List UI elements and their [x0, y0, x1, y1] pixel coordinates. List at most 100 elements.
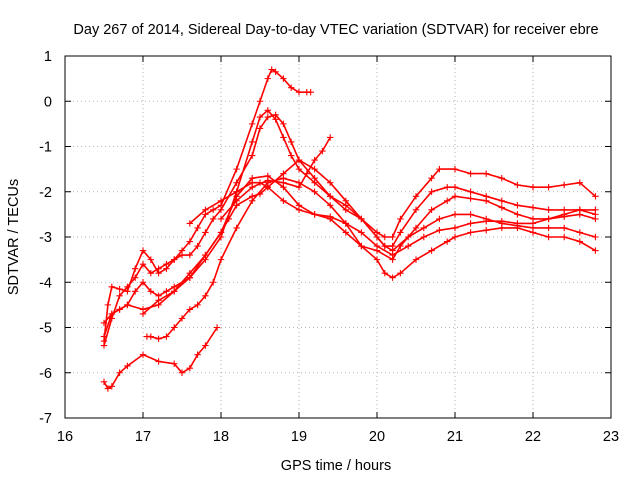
data-point: [327, 179, 334, 186]
data-point: [288, 84, 295, 91]
data-point: [194, 351, 201, 358]
data-point: [436, 227, 443, 234]
data-point: [545, 184, 552, 191]
data-point: [217, 215, 225, 223]
data-point: [576, 206, 583, 214]
x-tick-label: 22: [525, 429, 541, 445]
data-point: [233, 165, 240, 173]
data-point: [139, 247, 147, 254]
data-point: [467, 220, 474, 227]
data-point: [545, 233, 552, 241]
data-point: [451, 233, 459, 241]
data-point: [163, 260, 170, 268]
data-point: [592, 247, 599, 254]
data-point: [319, 147, 326, 155]
data-point: [311, 188, 318, 195]
x-axis-label: GPS time / hours: [281, 458, 391, 474]
data-point: [381, 242, 388, 250]
data-point: [186, 274, 193, 281]
data-point: [483, 217, 490, 225]
data-point: [256, 125, 264, 132]
data-point: [124, 301, 131, 309]
data-point: [213, 324, 221, 331]
data-point: [545, 206, 552, 214]
y-tick-label: -5: [39, 321, 52, 337]
data-point: [444, 197, 451, 204]
data-point: [104, 385, 112, 392]
data-point: [561, 211, 568, 218]
data-point: [171, 360, 178, 367]
chart-title: Day 267 of 2014, Sidereal Day-to-day VTE…: [73, 22, 598, 38]
data-point: [467, 229, 474, 236]
data-point: [249, 152, 256, 159]
data-point: [295, 89, 303, 96]
data-point: [124, 283, 131, 290]
data-point: [576, 179, 583, 186]
data-point: [436, 165, 443, 173]
data-point: [397, 270, 404, 277]
series-arc-1: [100, 324, 221, 392]
data-point: [104, 301, 112, 309]
data-point: [295, 165, 303, 173]
data-point: [132, 265, 139, 272]
data-point: [592, 233, 599, 241]
data-point: [108, 310, 115, 318]
data-point: [264, 177, 271, 184]
axis-ticks: [64, 55, 612, 419]
data-point: [264, 113, 271, 121]
data-point: [280, 179, 287, 186]
series-arc-9: [217, 134, 334, 223]
y-tick-label: -3: [39, 230, 52, 246]
data-point: [389, 251, 396, 259]
data-point: [139, 310, 147, 318]
series-line: [220, 137, 331, 220]
data-point: [412, 206, 420, 214]
data-point: [327, 134, 334, 141]
data-point: [210, 215, 217, 223]
data-point: [280, 75, 287, 82]
data-point: [108, 383, 115, 390]
data-point: [280, 197, 287, 204]
data-point: [381, 270, 388, 277]
data-point: [202, 342, 209, 349]
x-tick-labels: 16 17 18 19 20 21 22 23: [57, 429, 619, 445]
data-point: [467, 170, 474, 177]
data-point: [529, 184, 537, 191]
data-point: [186, 306, 193, 313]
data-point: [155, 335, 162, 343]
data-point: [436, 215, 443, 223]
data-point: [311, 156, 318, 164]
data-point: [498, 197, 505, 204]
data-point: [163, 333, 170, 340]
data-point: [210, 279, 217, 286]
data-point: [139, 279, 147, 286]
data-point: [217, 197, 225, 204]
data-point: [327, 202, 334, 209]
data-point: [178, 315, 186, 322]
x-tick-label: 21: [447, 429, 463, 445]
data-point: [358, 229, 365, 236]
data-point: [202, 251, 209, 259]
data-point: [100, 342, 108, 349]
y-tick-label: 0: [44, 94, 52, 110]
data-point: [514, 220, 521, 227]
data-point: [311, 211, 318, 218]
data-point: [233, 224, 240, 232]
data-point: [397, 215, 404, 223]
data-point: [256, 190, 264, 198]
x-tick-label: 23: [603, 429, 619, 445]
data-point: [405, 233, 412, 241]
data-point: [451, 165, 459, 173]
data-point: [592, 193, 599, 200]
data-point: [280, 170, 287, 177]
data-point: [428, 188, 435, 195]
x-tick-label: 17: [135, 429, 151, 445]
data-point: [342, 229, 349, 236]
data-point: [186, 220, 193, 227]
data-point: [132, 288, 139, 295]
data-point: [139, 351, 147, 358]
data-point: [155, 265, 162, 272]
data-point: [268, 66, 275, 73]
data-point: [116, 306, 123, 313]
data-point: [139, 260, 147, 268]
